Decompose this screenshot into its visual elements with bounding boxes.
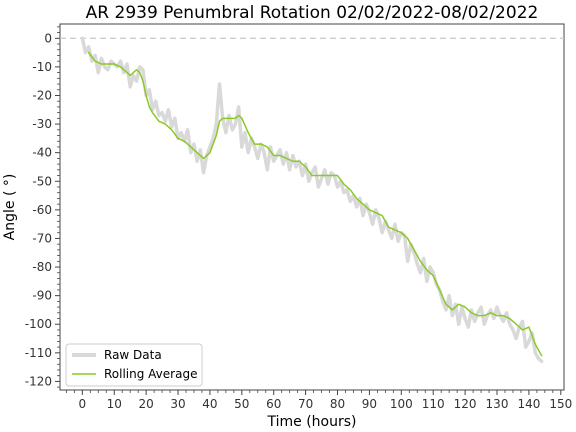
legend: Raw Data Rolling Average — [65, 343, 203, 387]
chart-title: AR 2939 Penumbral Rotation 02/02/2022-08… — [86, 3, 539, 23]
series-rolling-average-line — [87, 51, 543, 357]
series-group — [80, 36, 544, 364]
x-tick-label: 150 — [549, 397, 572, 411]
y-tick-label: -60 — [32, 203, 52, 217]
x-tick-label: 40 — [202, 397, 217, 411]
x-tick-label: 100 — [390, 397, 413, 411]
y-tick-label: -20 — [32, 88, 52, 102]
legend-label-raw-data: Raw Data — [104, 348, 162, 362]
x-tick-label: 60 — [266, 397, 281, 411]
x-tick-label: 90 — [362, 397, 377, 411]
y-tick-label: -10 — [32, 60, 52, 74]
y-tick-label: -70 — [32, 231, 52, 245]
y-tick-label: -110 — [25, 346, 52, 360]
y-tick-label: -50 — [32, 174, 52, 188]
x-tick-label: 110 — [422, 397, 445, 411]
x-tick-label: 10 — [107, 397, 122, 411]
y-tick-label: -40 — [32, 146, 52, 160]
x-tick-label: 120 — [454, 397, 477, 411]
y-tick-label: -30 — [32, 117, 52, 131]
x-tick-label: 130 — [486, 397, 509, 411]
legend-label-rolling-average: Rolling Average — [104, 367, 197, 381]
x-tick-label: 20 — [138, 397, 153, 411]
x-tick-label: 0 — [79, 397, 87, 411]
series-raw-data-line — [80, 36, 544, 364]
legend-box — [65, 343, 203, 387]
y-tick-label: -90 — [32, 289, 52, 303]
x-axis-label: Time (hours) — [267, 414, 357, 430]
x-tick-label: 50 — [234, 397, 249, 411]
x-tick-label: 70 — [298, 397, 313, 411]
y-tick-label: -120 — [25, 374, 52, 388]
x-tick-label: 30 — [170, 397, 185, 411]
y-tick-label: 0 — [44, 31, 52, 45]
y-axis-label: Angle ( °) — [2, 174, 18, 241]
x-tick-label: 140 — [517, 397, 540, 411]
x-tick-label: 80 — [330, 397, 345, 411]
axis-ticks: 0 10 20 30 40 50 60 70 80 90 100 110 120 130 140 150 0 -1… — [25, 26, 572, 411]
y-tick-label: -80 — [32, 260, 52, 274]
y-tick-label: -100 — [25, 317, 52, 331]
